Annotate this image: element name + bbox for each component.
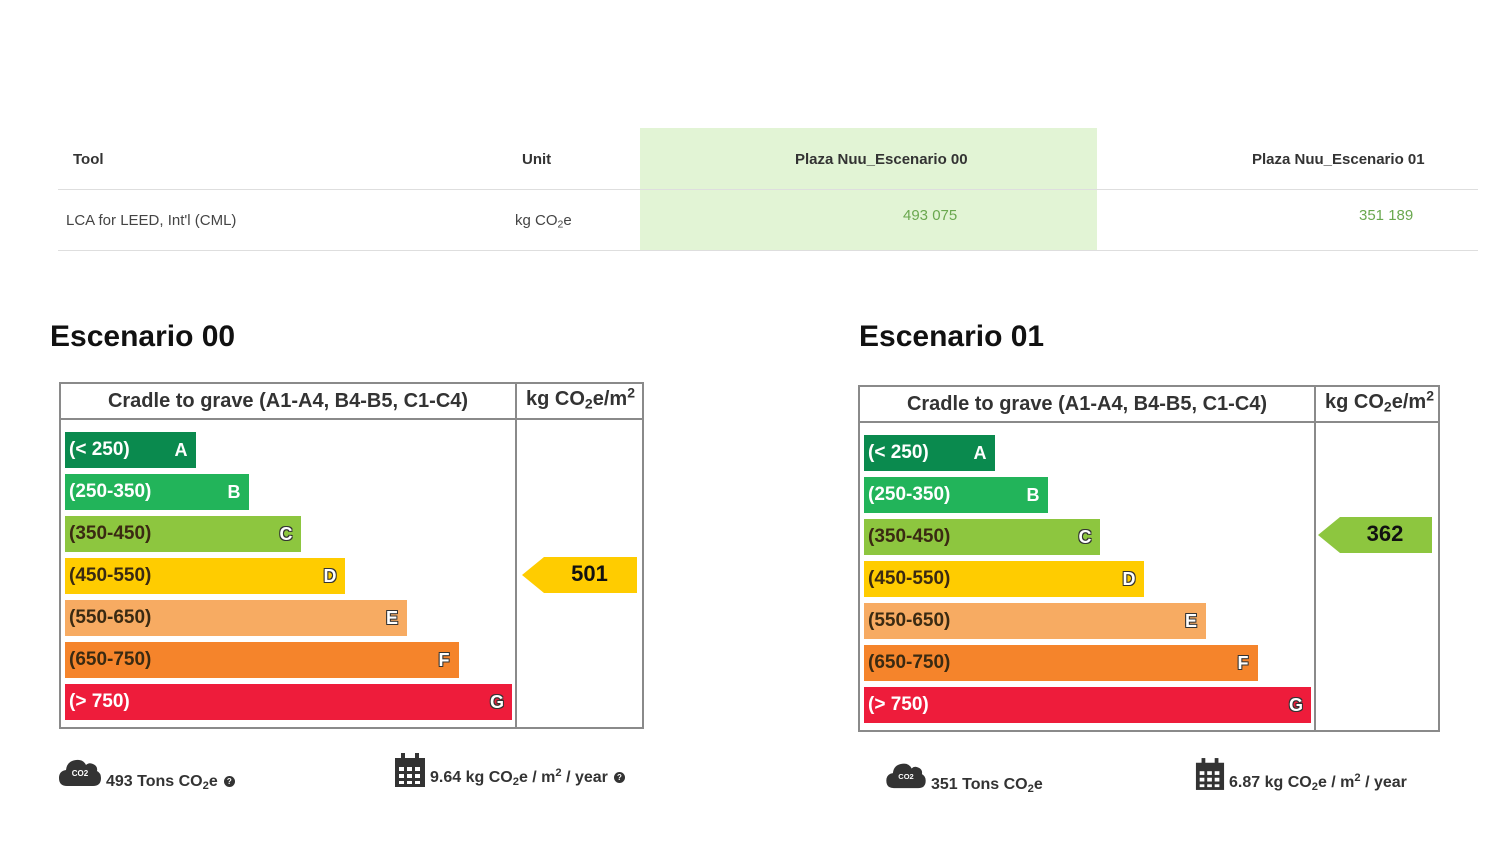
rating-range-label: (550-650) xyxy=(69,607,152,628)
rating-bar-a: (< 250) A xyxy=(864,435,995,471)
rating-range-label: (250-350) xyxy=(868,484,951,505)
label-header-unit: kg CO2e/m2 xyxy=(526,384,635,412)
rating-value: 501 xyxy=(571,561,608,586)
rating-letter: B xyxy=(1026,485,1040,505)
rating-bar-g: (> 750) G xyxy=(864,687,1311,723)
svg-text:CO2: CO2 xyxy=(898,772,913,781)
rating-bar-d: (450-550) D xyxy=(65,558,345,594)
yearly-intensity-stat-01: 6.87 kg CO2e / m2 / year xyxy=(1195,757,1407,796)
energy-label-00: Cradle to grave (A1-A4, B4-B5, C1-C4) kg… xyxy=(59,382,644,729)
total-emissions-stat-00: CO2 493 Tons CO2e ? xyxy=(58,756,235,793)
rating-bar-c: (350-450) C xyxy=(864,519,1100,555)
rating-bar-e: (550-650) E xyxy=(65,600,407,636)
rating-letter: C xyxy=(1078,527,1092,547)
label-header xyxy=(61,384,642,420)
rating-letter: F xyxy=(438,650,450,670)
pointer-arrow-shape xyxy=(1318,517,1432,553)
rating-range-label: (450-550) xyxy=(868,568,951,589)
yearly-intensity-stat-00: 9.64 kg CO2e / m2 / year ? xyxy=(394,752,625,793)
rating-bar-f: (650-750) F xyxy=(65,642,459,678)
cell-unit: kg CO2e xyxy=(515,212,572,231)
rating-range-label: (650-750) xyxy=(868,652,951,673)
label-header xyxy=(860,387,1438,423)
label-header-unit: kg CO2e/m2 xyxy=(1325,387,1434,415)
header-scenario-01[interactable]: Plaza Nuu_Escenario 01 xyxy=(1252,151,1425,168)
rating-range-label: (550-650) xyxy=(868,610,951,631)
energy-label-01: Cradle to grave (A1-A4, B4-B5, C1-C4) kg… xyxy=(858,385,1440,732)
rating-bar-b: (250-350) B xyxy=(65,474,249,510)
rating-letter: B xyxy=(227,482,241,502)
scenario-01-title: Escenario 01 xyxy=(859,320,1045,353)
rating-bar-b: (250-350) B xyxy=(864,477,1048,513)
rating-letter: G xyxy=(489,692,504,712)
header-tool: Tool xyxy=(73,151,104,168)
label-header-title: Cradle to grave (A1-A4, B4-B5, C1-C4) xyxy=(906,393,1268,415)
cell-value-00: 493 075 xyxy=(903,207,958,224)
rating-pointer: 362 xyxy=(1318,517,1432,553)
cell-tool: LCA for LEED, Int'l (CML) xyxy=(66,212,237,229)
rating-range-label: (350-450) xyxy=(868,526,951,547)
scenario-00-title: Escenario 00 xyxy=(50,320,236,353)
label-header-title: Cradle to grave (A1-A4, B4-B5, C1-C4) xyxy=(107,390,469,412)
rating-bar-f: (650-750) F xyxy=(864,645,1258,681)
rating-range-label: (450-550) xyxy=(69,565,152,586)
rating-bar-g: (> 750) G xyxy=(65,684,512,720)
rating-bar-e: (550-650) E xyxy=(864,603,1206,639)
pointer-arrow-shape xyxy=(522,557,637,593)
svg-text:CO2: CO2 xyxy=(72,769,89,778)
calendar-icon xyxy=(1195,757,1225,796)
rating-letter: A xyxy=(174,440,188,460)
rating-pointer: 501 xyxy=(522,557,637,593)
rating-letter: E xyxy=(1184,611,1197,631)
rating-range-label: (> 750) xyxy=(69,691,130,712)
rating-letter: D xyxy=(323,566,337,586)
rating-letter: E xyxy=(385,608,398,628)
rating-range-label: (250-350) xyxy=(69,481,152,502)
header-scenario-00[interactable]: Plaza Nuu_Escenario 00 xyxy=(795,151,968,168)
cell-value-01: 351 189 xyxy=(1359,207,1414,224)
rating-value: 362 xyxy=(1366,521,1404,546)
rating-letter: A xyxy=(973,443,987,463)
header-unit: Unit xyxy=(522,151,552,168)
comparison-table: Tool Unit Plaza Nuu_Escenario 00 Plaza N… xyxy=(58,128,1478,252)
row-divider xyxy=(58,250,1478,251)
header-divider xyxy=(58,189,1478,190)
info-icon[interactable]: ? xyxy=(223,776,235,787)
rating-range-label: (650-750) xyxy=(69,649,152,670)
label-column-divider xyxy=(515,384,517,727)
label-column-divider xyxy=(1314,387,1316,730)
rating-letter: C xyxy=(279,524,293,544)
rating-range-label: (< 250) xyxy=(868,442,929,463)
rating-bar-a: (< 250) A xyxy=(65,432,196,468)
calendar-icon xyxy=(394,752,426,793)
total-emissions-stat-01: CO2 351 Tons CO2e xyxy=(885,760,1043,795)
rating-bar-d: (450-550) D xyxy=(864,561,1144,597)
rating-range-label: (350-450) xyxy=(69,523,152,544)
rating-range-label: (< 250) xyxy=(69,439,130,460)
rating-letter: D xyxy=(1122,569,1136,589)
info-icon[interactable]: ? xyxy=(613,772,625,783)
rating-range-label: (> 750) xyxy=(868,694,929,715)
rating-bar-c: (350-450) C xyxy=(65,516,301,552)
rating-letter: G xyxy=(1288,695,1303,715)
rating-letter: F xyxy=(1237,653,1249,673)
co2-cloud-icon: CO2 xyxy=(58,756,102,793)
co2-cloud-icon: CO2 xyxy=(885,760,927,795)
